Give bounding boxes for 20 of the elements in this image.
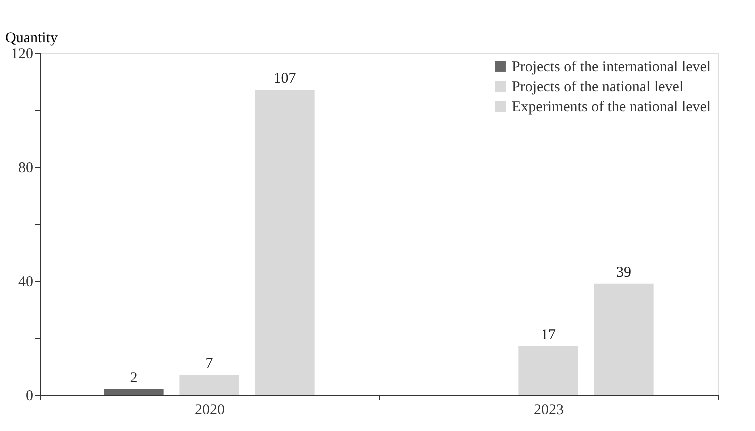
y-axis-title: Quantity <box>6 30 58 46</box>
data-label: 17 <box>541 328 556 344</box>
x-tick-label: 2020 <box>195 402 225 418</box>
x-tick-label: 2023 <box>534 402 564 418</box>
legend-label: Projects of the international level <box>512 60 712 76</box>
y-tick-label: 80 <box>18 160 34 176</box>
y-tick-label: 120 <box>11 46 34 62</box>
bar <box>518 346 578 395</box>
data-label: 2 <box>130 370 138 386</box>
bar <box>104 389 164 395</box>
legend-label: Projects of the national level <box>512 80 684 96</box>
data-label: 7 <box>206 356 214 372</box>
data-label: 107 <box>274 71 297 88</box>
bar <box>180 375 240 395</box>
data-label: 39 <box>616 264 632 281</box>
y-tick-label: 0 <box>26 388 34 404</box>
bar <box>594 284 654 395</box>
legend-label: Experiments of the national level <box>512 100 712 116</box>
y-tick-label: 40 <box>18 274 34 290</box>
bar <box>255 90 315 395</box>
